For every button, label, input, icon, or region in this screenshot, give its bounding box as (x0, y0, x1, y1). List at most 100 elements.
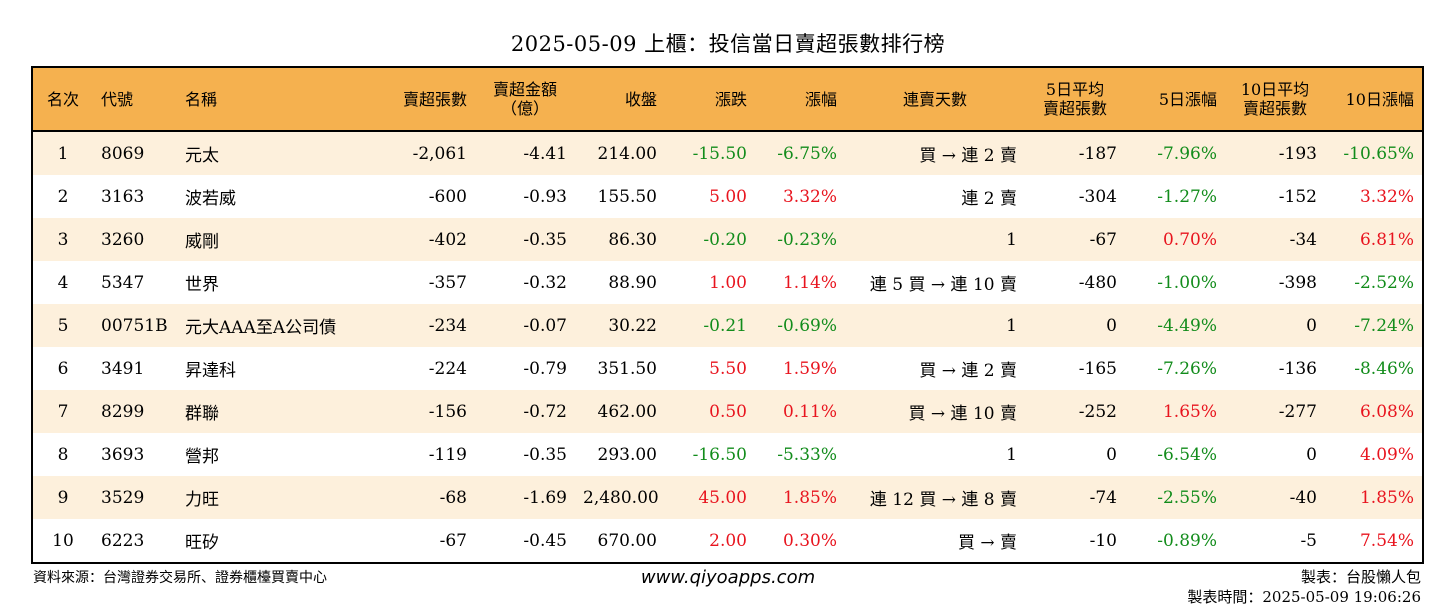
cell-streak: 1 (1006, 315, 1017, 336)
table-row: 4 5347 世界 -357 -0.32 88.90 1.00 1.14% 連 5 買 → 連 … (33, 261, 1422, 304)
cell-code: 8299 (101, 401, 145, 422)
cell-rank: 4 (57, 272, 69, 293)
cell-change-pct: -0.23% (777, 229, 837, 250)
cell-change-pct: -6.75% (777, 143, 837, 164)
data-source: 資料來源：台灣證券交易所、證券櫃檯買賣中心 (33, 570, 327, 586)
cell-chg5: -2.55% (1157, 487, 1217, 508)
cell-name: 元大AAA至A公司債 (185, 318, 337, 338)
cell-sell-amount: -0.35 (523, 444, 567, 465)
cell-chg10: 1.85% (1359, 487, 1414, 508)
cell-avg5: -67 (1089, 229, 1117, 250)
cell-sell-amount: -0.45 (523, 530, 567, 551)
cell-close: 670.00 (597, 530, 657, 551)
cell-chg5: -0.89% (1157, 530, 1217, 551)
header-rank: 名次 (46, 89, 79, 109)
cell-rank: 9 (57, 487, 69, 508)
made-time-label: 製表時間：2025-05-09 19:06:26 (1187, 588, 1421, 606)
cell-chg10: -7.24% (1354, 315, 1414, 336)
cell-close: 351.50 (597, 358, 657, 379)
cell-rank: 10 (52, 530, 74, 551)
cell-avg5: -480 (1078, 272, 1117, 293)
cell-streak: 連 5 買 → 連 10 賣 (869, 275, 1017, 295)
cell-chg10: -2.52% (1354, 272, 1414, 293)
cell-streak: 1 (1006, 229, 1017, 250)
table-row: 5 00751B 元大AAA至A公司債 -234 -0.07 30.22 -0.21 -0.6… (33, 304, 1422, 347)
table-row: 6 3491 昇達科 -224 -0.79 351.50 5.50 1.59% 買 → 連 2 … (33, 347, 1422, 390)
header-avg5-line2: 賣超張數 (1042, 99, 1107, 118)
cell-chg10: 4.09% (1359, 444, 1414, 465)
cell-change-pct: -0.69% (777, 315, 837, 336)
cell-sell-lots: -402 (428, 229, 467, 250)
cell-streak: 買 → 賣 (957, 533, 1017, 553)
ranking-table: 名次 代號 名稱 賣超張數 賣超金額 （億） 收盤 漲跌 漲幅 連賣天數 5日平… (31, 66, 1424, 564)
cell-chg10: 6.81% (1359, 229, 1414, 250)
cell-name: 群聯 (185, 404, 219, 424)
footer-meta: 製表：台股懶人包 製表時間：2025-05-09 19:06:26 (1187, 567, 1421, 607)
cell-avg5: -74 (1089, 487, 1117, 508)
header-avg10-line1: 10日平均 (1240, 80, 1310, 99)
cell-sell-lots: -357 (428, 272, 467, 293)
page-title: 2025-05-09 上櫃：投信當日賣超張數排行榜 (510, 32, 946, 56)
cell-name: 元太 (185, 146, 219, 166)
cell-avg10: 0 (1306, 444, 1317, 465)
cell-code: 3163 (101, 186, 145, 207)
cell-change-pct: 0.30% (782, 530, 837, 551)
cell-sell-lots: -2,061 (412, 143, 467, 164)
cell-streak: 連 2 賣 (961, 189, 1017, 209)
cell-rank: 7 (57, 401, 69, 422)
cell-avg10: -34 (1289, 229, 1317, 250)
cell-change: 2.00 (709, 530, 747, 551)
header-name: 名稱 (185, 89, 218, 109)
cell-name: 旺矽 (185, 533, 219, 553)
cell-sell-amount: -0.93 (523, 186, 567, 207)
cell-change: -0.20 (703, 229, 747, 250)
cell-sell-amount: -0.35 (523, 229, 567, 250)
cell-change: 5.00 (709, 186, 747, 207)
header-avg10: 10日平均 賣超張數 (1225, 80, 1325, 118)
cell-close: 293.00 (597, 444, 657, 465)
cell-sell-amount: -4.41 (523, 143, 567, 164)
cell-change-pct: 1.85% (782, 487, 837, 508)
cell-avg5: -165 (1078, 358, 1117, 379)
cell-chg5: -1.27% (1157, 186, 1217, 207)
cell-chg10: 7.54% (1359, 530, 1414, 551)
cell-name: 威剛 (185, 232, 219, 252)
cell-avg10: -136 (1278, 358, 1317, 379)
cell-rank: 2 (57, 186, 69, 207)
cell-code: 3529 (101, 487, 145, 508)
cell-code: 6223 (101, 530, 145, 551)
cell-avg10: -5 (1300, 530, 1317, 551)
cell-avg10: -193 (1278, 143, 1317, 164)
header-chg10: 10日漲幅 (1345, 89, 1414, 109)
cell-chg5: -4.49% (1157, 315, 1217, 336)
cell-change: -15.50 (692, 143, 747, 164)
cell-chg10: 3.32% (1359, 186, 1414, 207)
cell-name: 世界 (185, 275, 219, 295)
cell-streak: 連 12 買 → 連 8 賣 (869, 490, 1017, 510)
cell-rank: 6 (57, 358, 69, 379)
cell-sell-amount: -0.32 (523, 272, 567, 293)
cell-avg5: 0 (1106, 315, 1117, 336)
header-avg5-line1: 5日平均 (1045, 80, 1105, 99)
cell-chg5: -7.96% (1157, 143, 1217, 164)
cell-change: 5.50 (709, 358, 747, 379)
cell-avg5: -187 (1078, 143, 1117, 164)
cell-streak: 買 → 連 10 賣 (908, 404, 1018, 424)
cell-avg10: 0 (1306, 315, 1317, 336)
cell-rank: 8 (57, 444, 69, 465)
cell-close: 2,480.00 (583, 487, 659, 508)
table-row: 3 3260 威剛 -402 -0.35 86.30 -0.20 -0.23% 1 -67 0.70… (33, 218, 1422, 261)
cell-change-pct: 0.11% (782, 401, 837, 422)
cell-name: 昇達科 (185, 361, 236, 381)
cell-change: 0.50 (709, 401, 747, 422)
header-sell-lots: 賣超張數 (402, 89, 467, 109)
header-sell-amount: 賣超金額 （億） (475, 80, 575, 118)
cell-sell-amount: -1.69 (523, 487, 567, 508)
cell-chg5: -7.26% (1157, 358, 1217, 379)
table-row: 9 3529 力旺 -68 -1.69 2,480.00 45.00 1.85% 連 12 買 … (33, 476, 1422, 519)
header-close: 收盤 (624, 89, 657, 109)
header-avg5: 5日平均 賣超張數 (1025, 80, 1125, 118)
cell-sell-lots: -234 (428, 315, 467, 336)
cell-rank: 3 (57, 229, 69, 250)
table-row: 7 8299 群聯 -156 -0.72 462.00 0.50 0.11% 買 → 連 10 … (33, 390, 1422, 433)
